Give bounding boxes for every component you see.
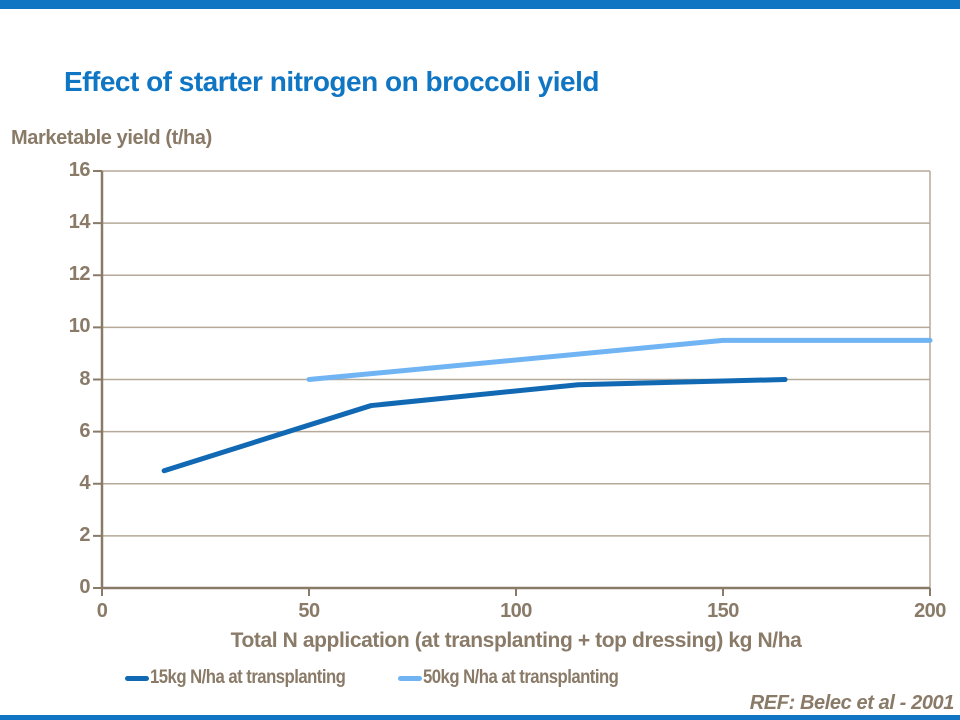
legend-label-series2: 50kg N/ha at transplanting [423, 667, 619, 688]
reference-note: REF: Belec et al - 2001 [749, 692, 955, 714]
y-tick-label-14: 14 [68, 211, 91, 234]
series-line-2 [306, 337, 933, 382]
x-tick-label-0: 0 [96, 600, 108, 622]
chart-title: Effect of starter nitrogen on broccoli y… [64, 66, 599, 97]
x-axis-title: Total N application (at transplanting + … [230, 629, 802, 652]
y-tick-label-12: 12 [68, 263, 91, 286]
y-tick-label-10: 10 [68, 315, 91, 338]
bottom-accent-bar [0, 715, 960, 720]
x-tick-label-150: 150 [707, 600, 739, 622]
y-tick-label-6: 6 [79, 419, 90, 442]
y-tick-label-4: 4 [79, 471, 90, 494]
x-tick-label-200: 200 [914, 600, 946, 622]
legend-item-series1: 15kg N/ha at transplanting [125, 666, 372, 690]
series2-line-swatch-icon [398, 675, 422, 681]
x-tick-label-100: 100 [500, 600, 532, 622]
legend-label-series1: 15kg N/ha at transplanting [150, 667, 346, 688]
series1-line-swatch-icon [125, 675, 149, 681]
y-tick-label-0: 0 [79, 576, 90, 598]
top-accent-bar [0, 0, 960, 9]
y-tick-label-16: 16 [68, 159, 91, 181]
y-tick-label-8: 8 [79, 367, 90, 390]
y-axis-caption: Marketable yield (t/ha) [11, 127, 212, 149]
series-line-1 [161, 377, 788, 474]
legend-item-series2: 50kg N/ha at transplanting [398, 666, 645, 690]
x-tick-label-50: 50 [298, 600, 320, 622]
y-tick-label-2: 2 [79, 523, 90, 546]
